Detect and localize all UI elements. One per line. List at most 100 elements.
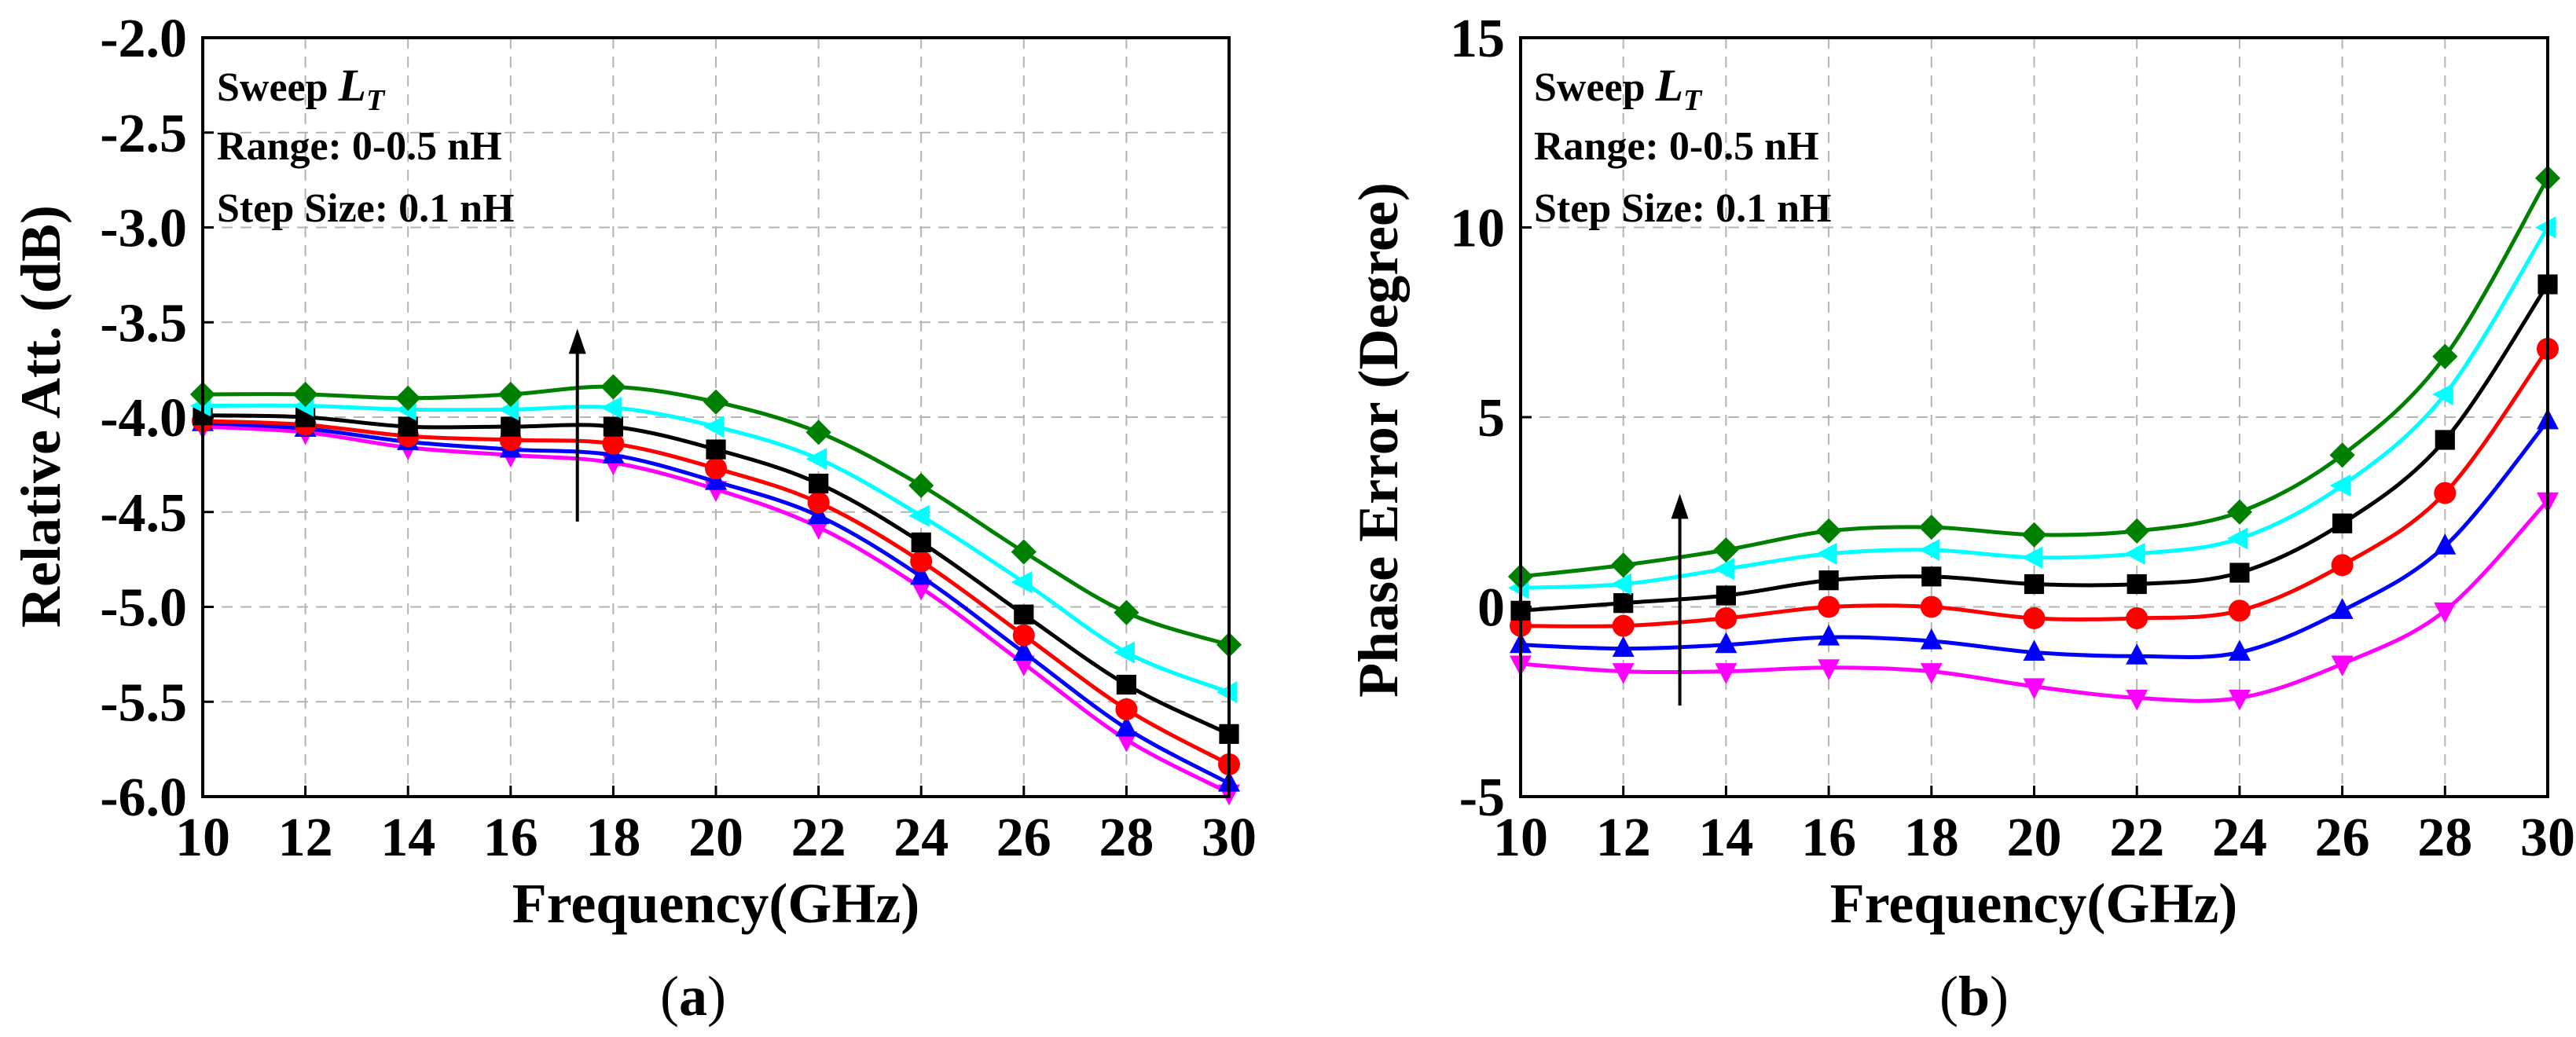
chart-b-x-axis-title: Frequency(GHz) (1830, 872, 2238, 935)
x-tick-label: 16 (483, 808, 538, 868)
data-point-marker (1612, 614, 1635, 637)
chart-a-annotation-line3: Step Size: 0.1 nH (217, 186, 514, 231)
y-tick-label: -6.0 (100, 768, 187, 828)
data-point-marker (1115, 715, 1138, 737)
series-1 (1510, 492, 2559, 711)
data-point-marker (1918, 539, 1940, 562)
x-tick-label: 26 (2315, 808, 2370, 868)
data-point-marker (2124, 542, 2145, 565)
chart-b-y-ticks: -5 0 5 10 15 (1450, 9, 1532, 828)
y-tick-label: -5.5 (100, 672, 187, 733)
data-point-marker (1818, 625, 1840, 646)
data-point-marker (1012, 639, 1035, 661)
data-point-marker (603, 416, 623, 437)
series-line (202, 424, 1231, 795)
data-point-marker (2332, 513, 2353, 533)
x-tick-label: 24 (894, 808, 949, 868)
data-point-marker (2435, 430, 2455, 450)
data-point-marker (2331, 598, 2354, 619)
data-point-marker (706, 439, 726, 460)
data-point-marker (1713, 558, 1734, 581)
data-point-marker (2023, 678, 2046, 700)
data-point-marker (501, 416, 521, 437)
data-point-marker (2126, 606, 2149, 629)
data-point-marker (2126, 643, 2149, 665)
x-tick-label: 22 (2109, 808, 2164, 868)
x-tick-label: 10 (175, 808, 230, 868)
data-point-marker (910, 579, 933, 601)
data-point-marker (805, 420, 831, 445)
data-point-marker (2329, 442, 2355, 468)
y-tick-label: -5.0 (100, 578, 187, 639)
y-tick-label: -3.0 (100, 199, 187, 259)
data-point-marker (1816, 518, 1842, 544)
y-tick-label: -3.5 (100, 293, 187, 354)
series-4 (1510, 274, 2558, 621)
chart-b: 10 12 14 16 18 20 22 24 26 28 30 -5 0 5 10 15 Sweep LT… (1347, 9, 2575, 1028)
series-line (1520, 226, 2550, 590)
data-point-marker (807, 518, 830, 540)
data-point-marker (1011, 539, 1037, 565)
data-point-marker (2226, 499, 2252, 525)
chart-a-y-ticks: -6.0 -5.5 -5.0 -4.5 -4.0 -3.5 -3.0 -2.5 -2.0 (100, 9, 214, 828)
data-point-marker (1920, 595, 1943, 618)
x-tick-label: 20 (2007, 808, 2062, 868)
data-point-marker (2434, 602, 2457, 624)
data-point-marker (1612, 663, 1635, 684)
x-tick-label: 22 (791, 808, 846, 868)
data-point-marker (2434, 533, 2457, 555)
chart-b-annotation-line2: Range: 0-0.5 nH (1534, 124, 1819, 169)
data-point-marker (911, 532, 931, 552)
chart-a-caption: (a) (660, 965, 726, 1028)
x-tick-label: 12 (1596, 808, 1651, 868)
series-2 (1510, 408, 2559, 665)
data-point-marker (600, 374, 626, 400)
data-point-marker (1920, 663, 1943, 684)
chart-b-y-axis-title: Phase Error (Degree) (1347, 182, 1410, 698)
data-point-marker (2226, 527, 2248, 550)
data-point-marker (1012, 624, 1035, 647)
data-point-marker (1114, 641, 1135, 664)
data-point-marker (2228, 689, 2251, 711)
chart-a-annotation-line1: Sweep LT (217, 60, 386, 117)
data-point-marker (2126, 689, 2149, 711)
y-tick-label: 10 (1450, 199, 1505, 259)
y-tick-label: -4.0 (100, 388, 187, 449)
data-point-marker (1818, 659, 1840, 680)
chart-a-y-axis-title: Relative Att. (dB) (9, 205, 72, 628)
data-point-marker (1715, 663, 1738, 684)
data-point-marker (2434, 482, 2457, 504)
data-point-marker (910, 563, 933, 585)
data-point-marker (1115, 698, 1138, 720)
series-5 (1507, 216, 2556, 599)
data-point-marker (1116, 674, 1136, 695)
x-tick-label: 24 (2212, 808, 2267, 868)
data-point-marker (602, 432, 625, 455)
x-tick-label: 16 (1801, 808, 1856, 868)
x-tick-label: 18 (1904, 808, 1959, 868)
x-tick-label: 28 (2417, 808, 2472, 868)
x-tick-label: 14 (1698, 808, 1753, 868)
data-point-marker (1921, 566, 1942, 587)
series-line (1520, 420, 2549, 659)
data-point-marker (1715, 606, 1738, 629)
chart-a-sweep-arrow (568, 328, 586, 522)
data-point-marker (1715, 632, 1738, 654)
y-tick-label: 0 (1477, 578, 1505, 639)
data-point-marker (600, 396, 622, 419)
data-point-marker (1918, 514, 1944, 540)
data-point-marker (2228, 639, 2251, 661)
data-point-marker (2126, 573, 2147, 595)
data-point-marker (2021, 522, 2047, 548)
y-tick-label: -5 (1459, 768, 1505, 828)
data-point-marker (805, 448, 827, 471)
data-point-marker (1012, 655, 1035, 677)
data-point-marker (1816, 542, 1837, 565)
chart-b-sweep-arrow (1671, 493, 1689, 706)
data-point-marker (705, 469, 727, 490)
chart-b-series (1507, 165, 2561, 711)
data-point-marker (910, 550, 933, 573)
x-tick-label: 20 (688, 808, 743, 868)
data-point-marker (2329, 474, 2351, 497)
